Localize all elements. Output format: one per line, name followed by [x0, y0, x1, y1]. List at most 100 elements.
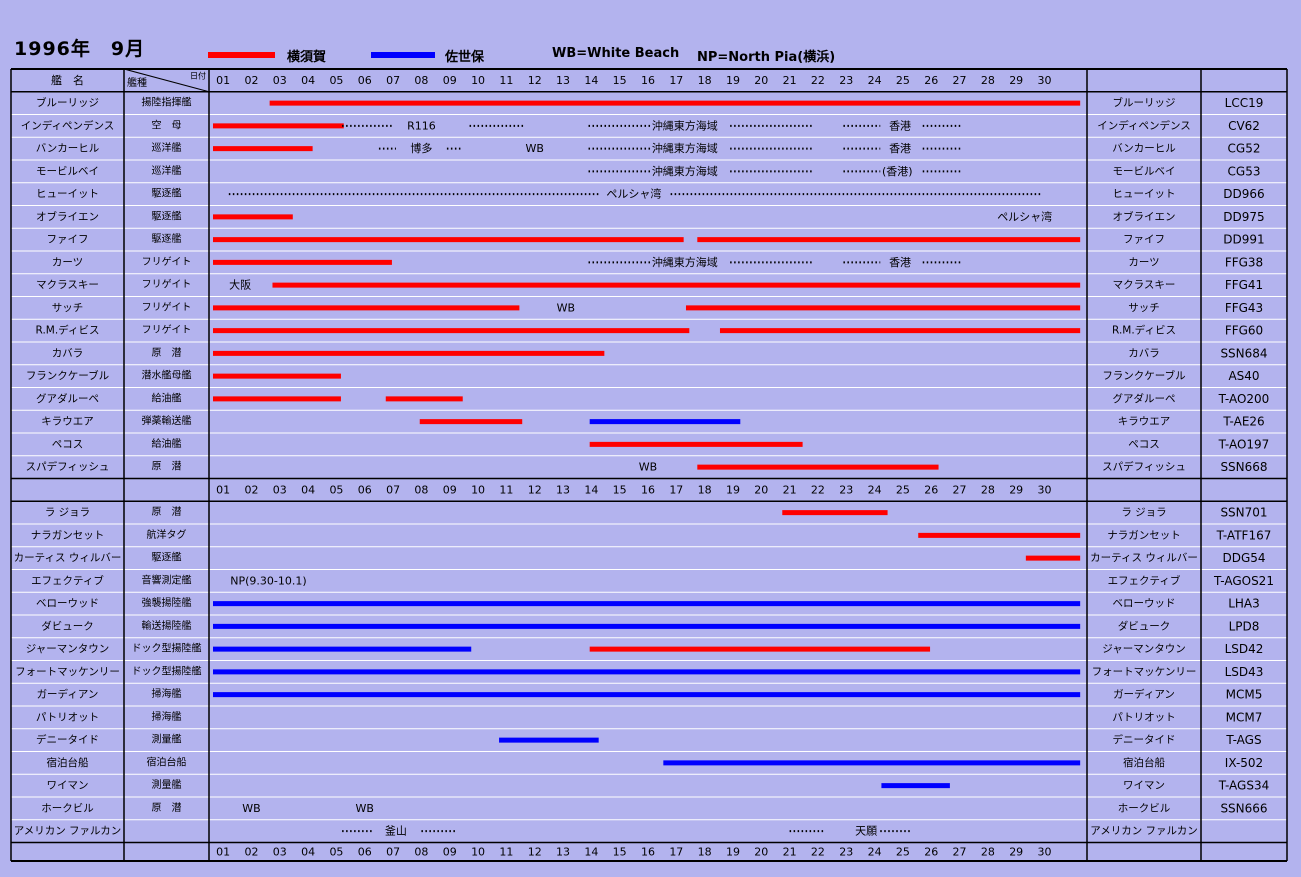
date-tick-label: 14	[584, 483, 598, 496]
date-tick-label: 08	[414, 74, 428, 87]
date-tick-label: 05	[329, 74, 343, 87]
schedule-bar	[213, 669, 1081, 675]
schedule-bar	[589, 419, 741, 425]
date-tick-label: 23	[839, 845, 853, 858]
date-tick-label: 28	[981, 483, 995, 496]
date-tick-label: 25	[896, 74, 910, 87]
ship-type: フリゲイト	[142, 279, 192, 291]
ship-name: スパデフィッシュ	[26, 460, 110, 473]
ship-type: 駆逐艦	[152, 187, 182, 200]
date-tick-label: 08	[414, 483, 428, 496]
date-tick-label: 02	[244, 74, 258, 87]
ship-name-right: カバラ	[1128, 347, 1160, 359]
hull-number: FFG38	[1225, 255, 1263, 269]
date-tick-label: 16	[641, 483, 655, 496]
ship-name: 宿泊台船	[47, 756, 89, 769]
ship-type: 巡洋艦	[152, 141, 182, 154]
date-tick-label: 09	[443, 74, 457, 87]
location-note: WB	[557, 301, 575, 314]
ship-name-right: フォートマッケンリー	[1092, 666, 1197, 678]
date-tick-label: 26	[924, 483, 938, 496]
ship-type: 駆逐艦	[152, 209, 182, 222]
ship-name: サッチ	[52, 302, 84, 314]
ship-type: 原 潜	[152, 346, 182, 359]
ship-type: 駆逐艦	[152, 551, 182, 564]
ship-name: ファイフ	[47, 234, 89, 246]
column-header-date: 日付	[190, 71, 206, 81]
date-tick-label: 29	[1009, 74, 1023, 87]
page-title: 1996年 9月	[14, 38, 146, 60]
ship-name: パトリオット	[36, 711, 99, 723]
date-tick-label: 22	[811, 483, 825, 496]
date-tick-label: 12	[528, 483, 542, 496]
ship-type: 揚陸指揮艦	[142, 96, 192, 109]
ship-type: 宿泊台船	[147, 755, 187, 768]
ship-type: 駆逐艦	[152, 232, 182, 245]
ship-name-right: カーティス ウィルバー	[1090, 552, 1198, 564]
location-note: ペルシャ湾	[606, 187, 661, 201]
ship-name: モービルベイ	[36, 165, 99, 177]
ship-name: ガーディアン	[37, 688, 99, 701]
ship-name: カーツ	[52, 256, 83, 268]
ship-type: フリゲイト	[142, 256, 192, 268]
hull-number: T-AO197	[1218, 437, 1270, 451]
ship-name: ベローウッド	[36, 598, 99, 610]
ship-name: ブルーリッジ	[36, 96, 99, 109]
location-note: 沖縄東方海域	[652, 255, 718, 269]
ship-type: 給油艦	[152, 437, 182, 450]
date-tick-label: 27	[953, 74, 967, 87]
date-tick-label: 17	[669, 74, 683, 87]
location-note: WB	[356, 802, 374, 815]
ship-name-right: ダビューク	[1118, 619, 1171, 632]
ship-name: ラ ジョラ	[45, 507, 90, 519]
ship-type: 原 潜	[152, 505, 182, 518]
hull-number: CV62	[1228, 119, 1260, 133]
ship-type: フリゲイト	[142, 324, 192, 336]
hull-number: T-AGS	[1225, 733, 1261, 747]
ship-name-right: エフェクティブ	[1108, 574, 1181, 587]
hull-number: DD991	[1223, 233, 1264, 247]
location-note: 釜山	[385, 824, 407, 838]
date-tick-label: 11	[499, 483, 513, 496]
schedule-bar	[697, 464, 939, 470]
ship-name-right: ペコス	[1128, 438, 1160, 450]
schedule-bar	[663, 760, 1081, 766]
date-tick-label: 03	[273, 483, 287, 496]
schedule-bar	[213, 350, 605, 356]
ship-name: アメリカン ファルカン	[14, 825, 122, 837]
date-tick-label: 01	[216, 74, 230, 87]
date-tick-label: 01	[216, 483, 230, 496]
location-note: ペルシャ湾	[997, 209, 1052, 223]
ship-name-right: ホークビル	[1118, 802, 1171, 814]
date-tick-label: 05	[329, 483, 343, 496]
date-tick-label: 02	[244, 483, 258, 496]
ship-name-right: マクラスキー	[1113, 279, 1176, 291]
date-tick-label: 13	[556, 845, 570, 858]
hull-number: DD975	[1223, 210, 1264, 224]
date-tick-label: 10	[471, 845, 485, 858]
date-tick-label: 26	[924, 845, 938, 858]
location-note: 沖縄東方海域	[652, 141, 718, 155]
date-tick-label: 10	[471, 74, 485, 87]
ship-name: フランクケーブル	[26, 369, 109, 382]
hull-number: LHA3	[1228, 597, 1260, 611]
date-tick-label: 27	[953, 483, 967, 496]
ship-name: エフェクティブ	[31, 574, 104, 587]
date-tick-label: 29	[1009, 483, 1023, 496]
location-note: WB	[525, 142, 543, 155]
location-note: (香港)	[882, 165, 913, 178]
date-tick-label: 05	[329, 845, 343, 858]
ship-name: ペコス	[52, 438, 84, 450]
ship-name: オブライエン	[36, 210, 99, 223]
date-tick-label: 06	[358, 74, 372, 87]
legend-label-sasebo: 佐世保	[445, 50, 485, 65]
location-note: 香港	[889, 142, 911, 155]
ship-name-right: モービルベイ	[1113, 165, 1176, 177]
ship-type: フリゲイト	[142, 301, 192, 313]
schedule-bar	[589, 646, 931, 652]
ship-name-right: フランクケーブル	[1102, 369, 1185, 382]
date-tick-label: 19	[726, 845, 740, 858]
date-tick-label: 09	[443, 845, 457, 858]
ship-name: バンカーヒル	[36, 143, 100, 155]
date-tick-label: 21	[783, 74, 797, 87]
